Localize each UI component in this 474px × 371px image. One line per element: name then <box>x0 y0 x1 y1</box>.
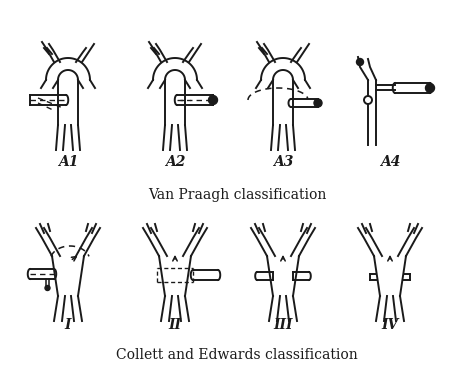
Text: A3: A3 <box>273 155 293 169</box>
Text: Collett and Edwards classification: Collett and Edwards classification <box>116 348 358 362</box>
Text: IV: IV <box>382 318 399 332</box>
Text: III: III <box>273 318 293 332</box>
Circle shape <box>356 59 364 66</box>
Text: II: II <box>168 318 182 332</box>
Circle shape <box>45 286 50 290</box>
Circle shape <box>209 95 218 105</box>
Circle shape <box>426 83 435 92</box>
Text: A4: A4 <box>380 155 400 169</box>
Circle shape <box>314 99 322 107</box>
Text: A2: A2 <box>165 155 185 169</box>
Text: A1: A1 <box>58 155 78 169</box>
Text: I: I <box>65 318 71 332</box>
Text: Van Praagh classification: Van Praagh classification <box>148 188 326 202</box>
Circle shape <box>364 96 372 104</box>
